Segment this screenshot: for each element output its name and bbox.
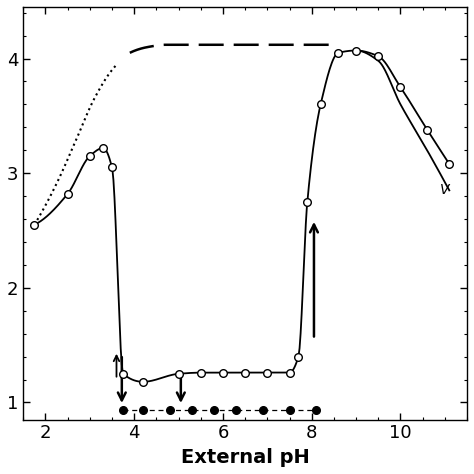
- X-axis label: External pH: External pH: [181, 448, 310, 467]
- Text: V: V: [440, 183, 450, 197]
